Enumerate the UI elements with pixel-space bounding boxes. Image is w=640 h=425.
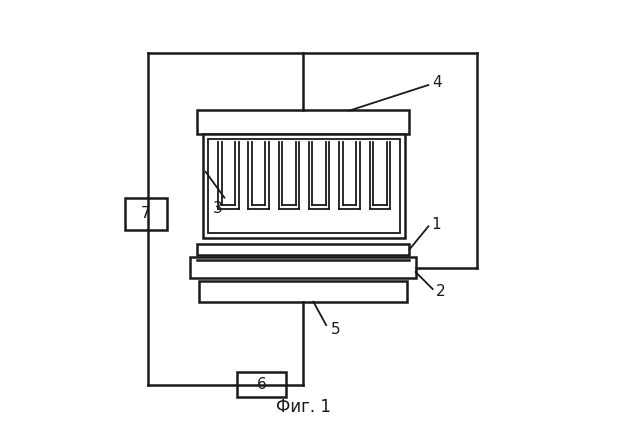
Text: 1: 1 [432, 217, 442, 232]
Text: 2: 2 [436, 283, 445, 299]
Text: 5: 5 [330, 322, 340, 337]
Bar [203, 134, 405, 238]
Text: Фиг. 1: Фиг. 1 [275, 398, 330, 416]
Text: 7: 7 [141, 206, 150, 221]
Bar [208, 139, 400, 233]
Text: 6: 6 [257, 377, 266, 392]
Bar [199, 281, 407, 302]
Text: 3: 3 [213, 201, 223, 216]
Bar [196, 244, 409, 255]
Bar [196, 110, 409, 134]
Bar [237, 372, 286, 397]
Text: 4: 4 [433, 75, 442, 91]
Bar [190, 257, 415, 278]
Bar [125, 198, 167, 230]
